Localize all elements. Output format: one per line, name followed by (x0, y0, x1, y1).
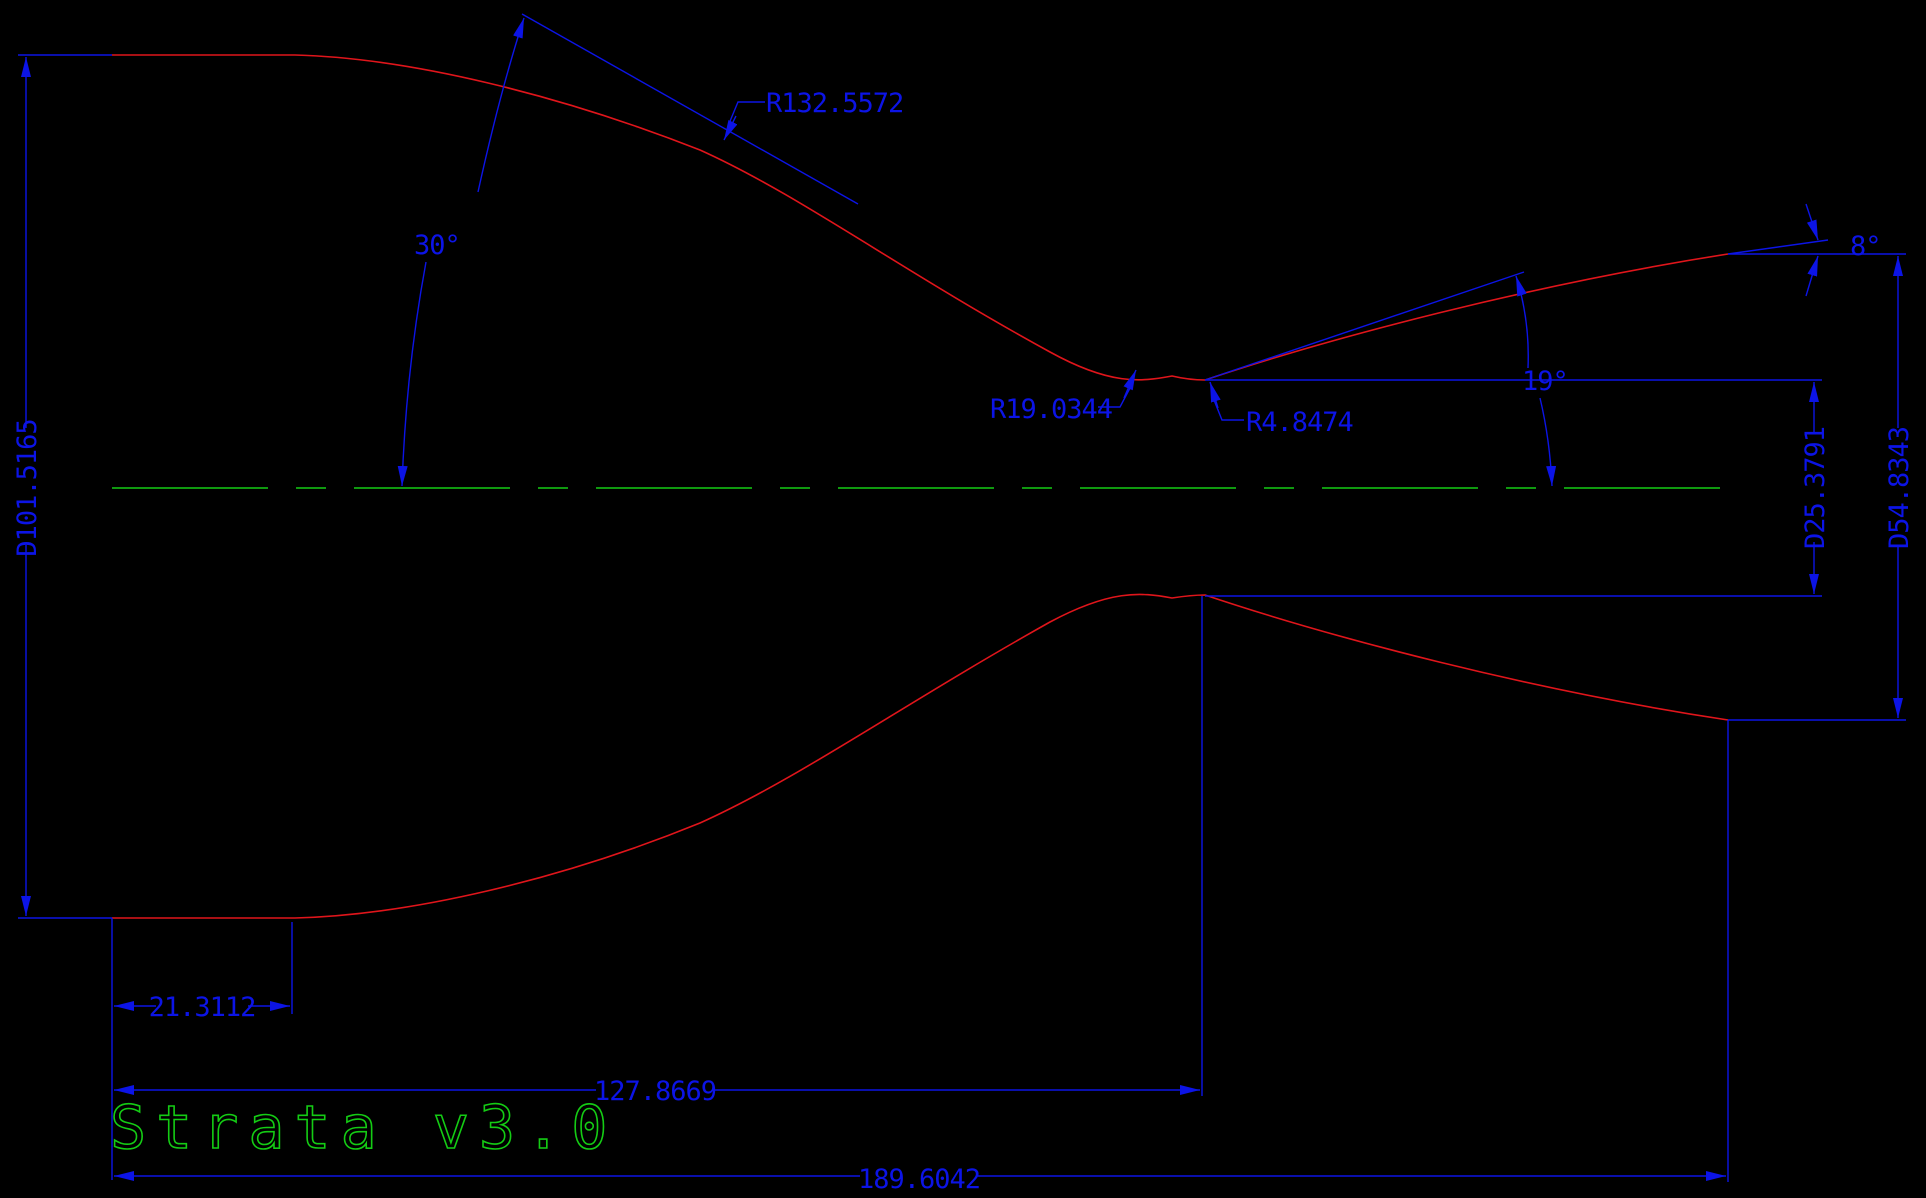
overall-length-label: 189.6042 (858, 1164, 980, 1195)
exit-angle-label: 8° (1850, 231, 1881, 262)
inlet-angle-arc-upper (477, 17, 525, 193)
exit-angle-ref-line (1727, 239, 1829, 255)
dimension-geometry (18, 13, 1906, 1182)
throat-position-label: 127.8669 (594, 1076, 716, 1107)
brand-name: Strata v3.0 (110, 1093, 617, 1163)
exit-diameter-label: D54.8343 (1884, 427, 1915, 549)
exit-angle-arrow-bottom (1805, 255, 1819, 297)
divergence-angle-arc-lower (1539, 397, 1557, 487)
divergence-angle-label: 19° (1522, 366, 1568, 397)
upstream-radius-label: R132.5572 (766, 88, 903, 119)
inlet-angle-arc-lower (397, 261, 427, 487)
divergence-tangent-line (1204, 271, 1525, 381)
inlet-angle-label: 30° (414, 230, 460, 261)
upstream-radius-arrow (723, 115, 738, 141)
throat-downstream-radius-label: R4.8474 (1246, 407, 1353, 438)
throat-upstream-radius-arrow (1123, 369, 1137, 399)
throat-downstream-radius-arrow (1209, 381, 1221, 409)
divergence-angle-arc-upper (1515, 275, 1529, 369)
upstream-radius-leader (727, 101, 765, 127)
throat-upstream-radius-leader (1098, 387, 1131, 408)
lower-contour (112, 593, 1729, 919)
exit-angle-arrow-top (1805, 203, 1819, 241)
throat-diameter-label: D25.3791 (1800, 427, 1831, 549)
nozzle-contour-icon (112, 54, 1729, 919)
inlet-diameter-label: D101.5165 (12, 419, 43, 556)
throat-upstream-radius-label: R19.0344 (990, 394, 1112, 425)
throat-downstream-radius-leader (1213, 399, 1244, 421)
inlet-straight-length-label: 21.3112 (149, 992, 256, 1023)
upper-contour (112, 54, 1729, 381)
inlet-tangent-line (521, 13, 859, 205)
